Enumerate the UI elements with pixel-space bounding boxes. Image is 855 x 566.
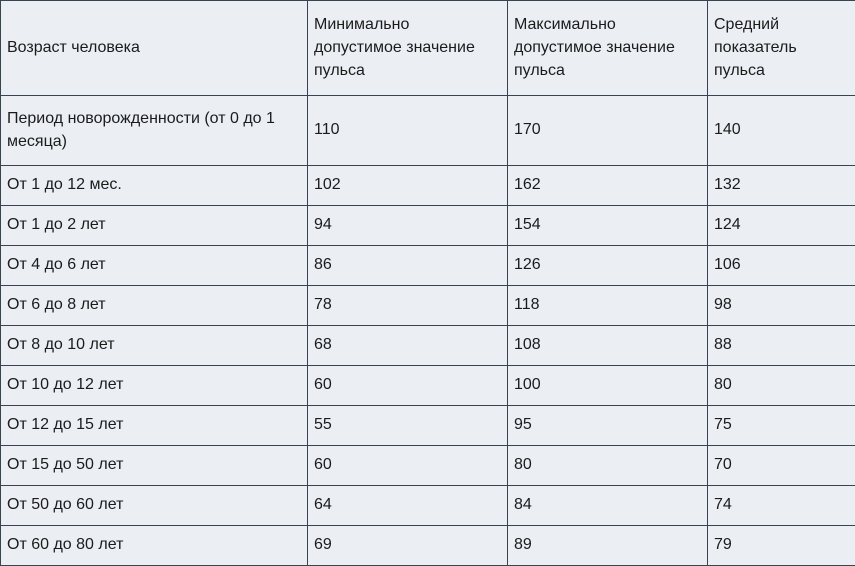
table-cell: 108	[508, 325, 708, 365]
table-cell: От 1 до 2 лет	[1, 205, 308, 245]
table-row: От 50 до 60 лет648474	[1, 485, 855, 525]
table-row: От 1 до 2 лет94154124	[1, 205, 855, 245]
table-cell: 84	[508, 485, 708, 525]
table-cell: 89	[508, 525, 708, 565]
table-cell: От 12 до 15 лет	[1, 405, 308, 445]
table-row: От 12 до 15 лет559575	[1, 405, 855, 445]
table-cell: 162	[508, 165, 708, 205]
table-row: От 60 до 80 лет698979	[1, 525, 855, 565]
table-cell: 68	[308, 325, 508, 365]
table-cell: От 6 до 8 лет	[1, 285, 308, 325]
table-row: От 6 до 8 лет7811898	[1, 285, 855, 325]
table-cell: 124	[708, 205, 855, 245]
table-cell: 64	[308, 485, 508, 525]
table-cell: 95	[508, 405, 708, 445]
table-cell: 98	[708, 285, 855, 325]
table-cell: От 50 до 60 лет	[1, 485, 308, 525]
table-cell: 75	[708, 405, 855, 445]
column-header: Средний показатель пульса	[708, 1, 855, 96]
column-header: Максимально допустимое значение пульса	[508, 1, 708, 96]
table-cell: От 15 до 50 лет	[1, 445, 308, 485]
table-cell: От 60 до 80 лет	[1, 525, 308, 565]
column-header: Возраст человека	[1, 1, 308, 96]
table-cell: 102	[308, 165, 508, 205]
table-row: От 4 до 6 лет86126106	[1, 245, 855, 285]
table-cell: 79	[708, 525, 855, 565]
table-cell: 55	[308, 405, 508, 445]
table-cell: 106	[708, 245, 855, 285]
table-cell: 118	[508, 285, 708, 325]
table-cell: 100	[508, 365, 708, 405]
table-row: От 15 до 50 лет608070	[1, 445, 855, 485]
table-cell: 110	[308, 95, 508, 165]
table-cell: 154	[508, 205, 708, 245]
table-cell: 60	[308, 445, 508, 485]
table-cell: От 1 до 12 мес.	[1, 165, 308, 205]
table-cell: 69	[308, 525, 508, 565]
table-row: От 1 до 12 мес.102162132	[1, 165, 855, 205]
table-header-row: Возраст человекаМинимально допустимое зн…	[1, 1, 855, 96]
table-cell: 60	[308, 365, 508, 405]
table-cell: 88	[708, 325, 855, 365]
table-cell: Период новорожденности (от 0 до 1 месяца…	[1, 95, 308, 165]
pulse-table: Возраст человекаМинимально допустимое зн…	[0, 0, 855, 566]
table-cell: 140	[708, 95, 855, 165]
table-cell: 86	[308, 245, 508, 285]
table-cell: 74	[708, 485, 855, 525]
table-row: От 10 до 12 лет6010080	[1, 365, 855, 405]
table-cell: От 8 до 10 лет	[1, 325, 308, 365]
table-cell: 80	[508, 445, 708, 485]
column-header: Минимально допустимое значение пульса	[308, 1, 508, 96]
table-cell: От 4 до 6 лет	[1, 245, 308, 285]
table-cell: 126	[508, 245, 708, 285]
table-cell: 132	[708, 165, 855, 205]
table-cell: 70	[708, 445, 855, 485]
table-row: От 8 до 10 лет6810888	[1, 325, 855, 365]
table-cell: 80	[708, 365, 855, 405]
table-row: Период новорожденности (от 0 до 1 месяца…	[1, 95, 855, 165]
table-cell: 170	[508, 95, 708, 165]
table-cell: 94	[308, 205, 508, 245]
table-cell: От 10 до 12 лет	[1, 365, 308, 405]
table-container: Возраст человекаМинимально допустимое зн…	[0, 0, 855, 540]
table-cell: 78	[308, 285, 508, 325]
